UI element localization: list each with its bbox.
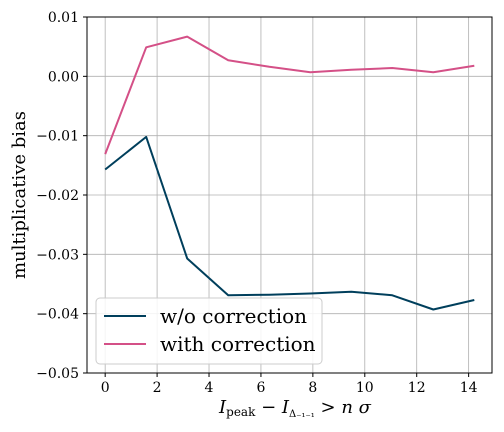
y-axis-label: multiplicative bias	[9, 111, 30, 279]
x-tick-label: 8	[308, 380, 317, 396]
x-tick-label: 4	[205, 380, 214, 396]
x-tick-label: 0	[101, 380, 110, 396]
series-layer	[104, 35, 475, 311]
y-tick-label: −0.02	[36, 188, 79, 204]
y-tick-label: −0.01	[36, 129, 79, 145]
y-tick-label: 0.01	[48, 10, 79, 26]
y-tick-label: −0.05	[36, 366, 79, 382]
legend: w/o correction with correction	[95, 297, 323, 365]
y-tick-label: −0.03	[36, 247, 79, 263]
y-axis-ticks: 0.01 0.00 −0.01 −0.02 −0.03 −0.04 −0.05	[36, 10, 87, 382]
x-tick-label: 14	[460, 380, 478, 396]
legend-box	[95, 297, 323, 365]
series-line-1	[104, 35, 475, 155]
x-axis-label: Ipeak − IΔ₋₁₋₁ > n σ	[218, 397, 372, 420]
x-tick-label: 6	[256, 380, 265, 396]
x-tick-label: 12	[408, 380, 426, 396]
x-axis-ticks: 0 2 4 6 8 10 12 14	[101, 373, 478, 396]
legend-label-with-correction: with correction	[160, 332, 316, 356]
x-tick-label: 10	[356, 380, 374, 396]
legend-label-without-correction: w/o correction	[160, 304, 307, 328]
y-tick-label: 0.00	[48, 69, 79, 85]
x-tick-label: 2	[153, 380, 162, 396]
series-line-0	[104, 135, 475, 311]
y-tick-label: −0.04	[36, 307, 79, 323]
